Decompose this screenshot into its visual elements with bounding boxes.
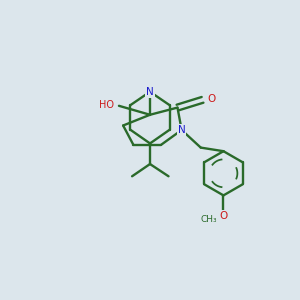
Text: O: O xyxy=(219,211,228,221)
Text: N: N xyxy=(146,87,154,97)
Text: O: O xyxy=(207,94,216,104)
Text: HO: HO xyxy=(100,100,115,110)
Text: N: N xyxy=(178,125,185,135)
Text: CH₃: CH₃ xyxy=(200,215,217,224)
